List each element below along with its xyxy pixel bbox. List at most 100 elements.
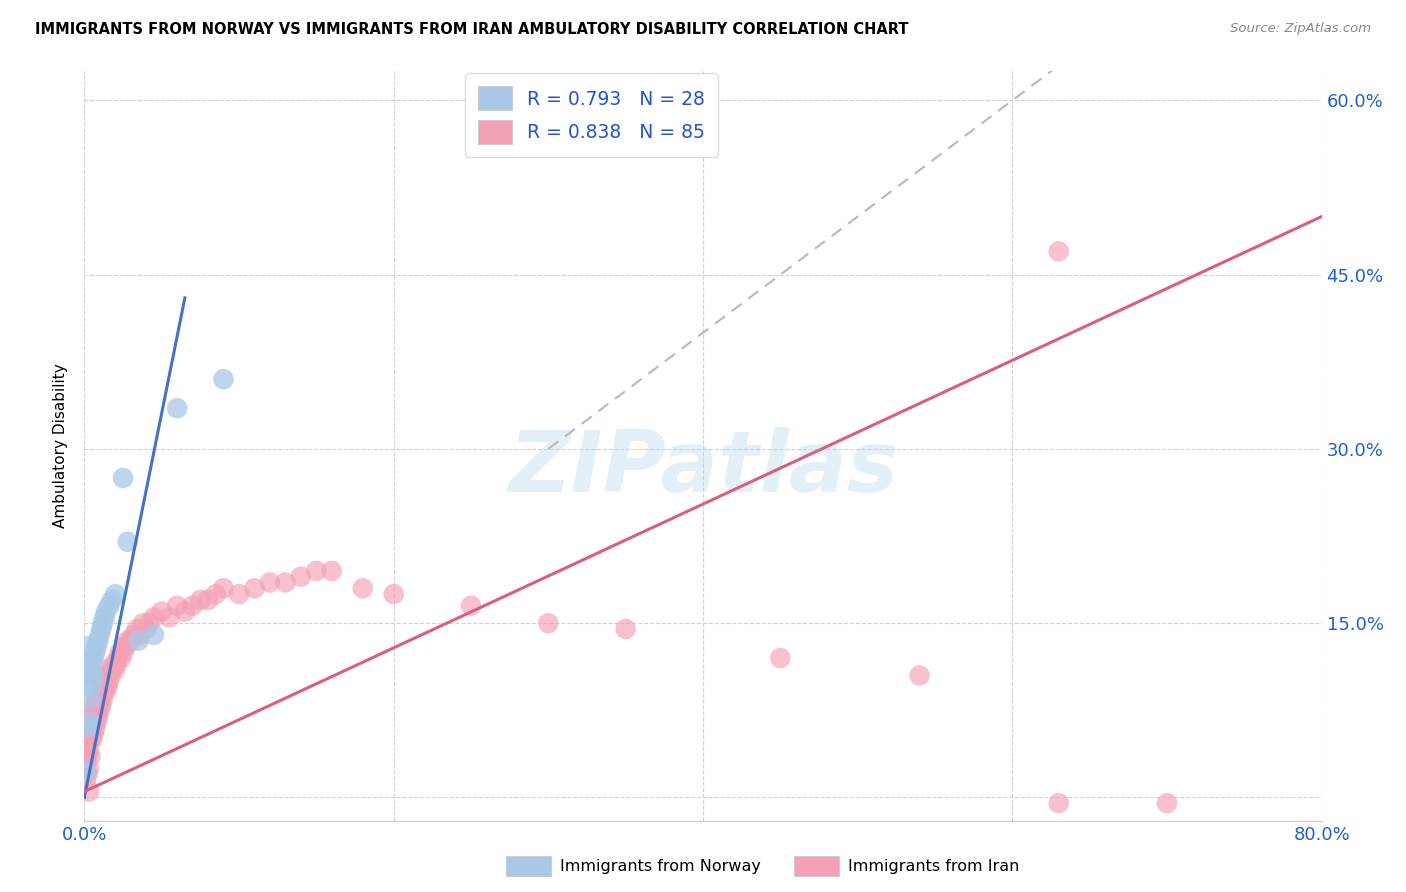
Point [120, 633, 142, 648]
Point [305, 564, 328, 578]
Point [228, 587, 250, 601]
Point [104, 587, 127, 601]
Point [86, 691, 108, 706]
Point [86, 640, 108, 654]
Point [84, 645, 107, 659]
Point [96, 663, 118, 677]
Point [769, 651, 792, 665]
Point [188, 593, 211, 607]
Point [117, 633, 139, 648]
Text: ZIPatlas: ZIPatlas [508, 427, 898, 510]
Point [135, 622, 157, 636]
Point [174, 605, 197, 619]
Point [105, 657, 128, 671]
Point [82, 732, 104, 747]
Point [93, 610, 115, 624]
Point [96, 680, 118, 694]
Point [94, 668, 117, 682]
Point [159, 610, 180, 624]
Point [83, 703, 105, 717]
Point [76, 732, 98, 747]
Point [83, 668, 105, 682]
Point [382, 587, 405, 601]
Point [125, 622, 148, 636]
Point [77, 744, 100, 758]
Point [94, 605, 117, 619]
Point [91, 616, 114, 631]
Point [166, 599, 188, 613]
Point [83, 726, 105, 740]
Point [82, 674, 104, 689]
Point [290, 570, 312, 584]
Point [129, 628, 152, 642]
Point [89, 691, 111, 706]
Point [79, 691, 101, 706]
Point [86, 703, 108, 717]
Point [83, 714, 105, 729]
Point [76, 749, 98, 764]
Point [79, 721, 101, 735]
Point [83, 651, 105, 665]
Point [1047, 796, 1070, 810]
Point [112, 471, 135, 485]
Point [79, 680, 101, 694]
Point [82, 709, 104, 723]
Point [84, 698, 107, 712]
Point [166, 401, 188, 416]
Point [87, 709, 110, 723]
Point [143, 628, 166, 642]
Point [259, 575, 281, 590]
Point [537, 616, 560, 631]
Point [908, 668, 931, 682]
Point [75, 756, 97, 770]
Point [138, 616, 160, 631]
Point [75, 738, 97, 752]
Point [117, 534, 139, 549]
Point [614, 622, 637, 636]
Point [90, 698, 112, 712]
Point [87, 633, 110, 648]
Point [89, 703, 111, 717]
Point [91, 680, 114, 694]
Point [82, 721, 104, 735]
Point [101, 593, 124, 607]
Text: Immigrants from Iran: Immigrants from Iran [848, 859, 1019, 873]
Point [77, 784, 100, 798]
Point [86, 714, 108, 729]
Point [243, 582, 266, 596]
Point [77, 761, 100, 775]
Text: IMMIGRANTS FROM NORWAY VS IMMIGRANTS FROM IRAN AMBULATORY DISABILITY CORRELATION: IMMIGRANTS FROM NORWAY VS IMMIGRANTS FRO… [35, 22, 908, 37]
Point [114, 640, 136, 654]
Point [89, 628, 111, 642]
Point [82, 657, 104, 671]
Point [460, 599, 482, 613]
Point [101, 663, 124, 677]
Point [1047, 244, 1070, 259]
Point [197, 593, 219, 607]
Text: Immigrants from Norway: Immigrants from Norway [560, 859, 761, 873]
Point [94, 680, 117, 694]
Point [77, 726, 100, 740]
Point [84, 709, 107, 723]
Point [143, 610, 166, 624]
Point [90, 686, 112, 700]
Point [274, 575, 297, 590]
Point [84, 721, 107, 735]
Point [76, 640, 98, 654]
Point [321, 564, 343, 578]
Point [91, 691, 114, 706]
Point [107, 651, 129, 665]
Point [90, 622, 112, 636]
Point [127, 633, 149, 648]
Point [103, 657, 125, 671]
Point [98, 674, 121, 689]
Point [77, 714, 100, 729]
Point [79, 749, 101, 764]
Point [76, 721, 98, 735]
Point [122, 628, 145, 642]
Point [93, 686, 115, 700]
Point [108, 645, 131, 659]
Point [352, 582, 374, 596]
Point [79, 732, 101, 747]
Point [132, 616, 155, 631]
